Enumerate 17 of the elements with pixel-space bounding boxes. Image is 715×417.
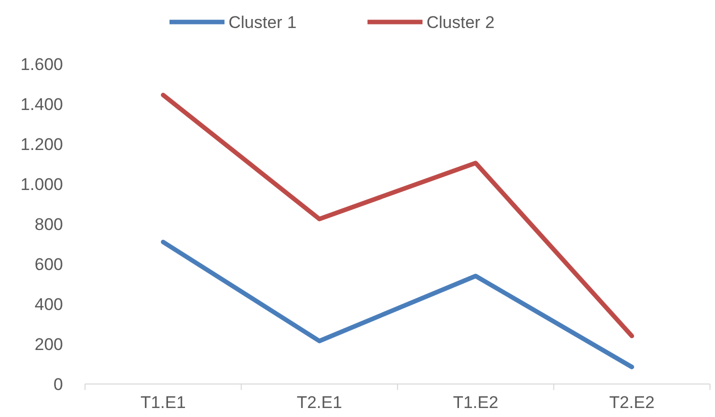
x-tick-label: T2.E1 bbox=[296, 393, 342, 412]
x-tick-label: T1.E1 bbox=[140, 393, 186, 412]
y-tick-label: 1.200 bbox=[20, 134, 63, 154]
y-tick-label: 1.000 bbox=[20, 174, 63, 194]
x-tick-label: T1.E2 bbox=[452, 393, 498, 412]
legend-label: Cluster 2 bbox=[426, 12, 495, 32]
y-tick-label: 800 bbox=[34, 214, 63, 234]
y-tick-label: 200 bbox=[34, 334, 63, 354]
y-tick-label: 600 bbox=[34, 254, 63, 274]
y-tick-label: 1.400 bbox=[20, 94, 63, 114]
line-series bbox=[160, 92, 634, 338]
y-tick-label: 1.600 bbox=[20, 54, 63, 74]
y-tick-label: 0 bbox=[54, 374, 63, 394]
x-tick-label: T2.E2 bbox=[609, 393, 655, 412]
y-tick-label: 400 bbox=[34, 294, 63, 314]
legend-label: Cluster 1 bbox=[228, 12, 297, 32]
line-series bbox=[160, 240, 634, 370]
